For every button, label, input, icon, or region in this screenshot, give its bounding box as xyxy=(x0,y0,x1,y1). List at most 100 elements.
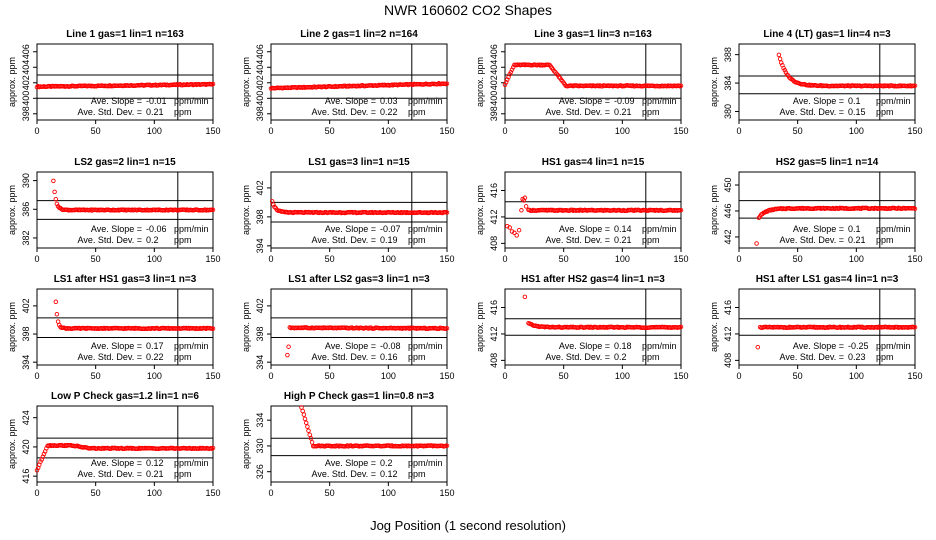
data-point xyxy=(444,443,450,448)
y-tick-label: 398 xyxy=(489,106,499,121)
data-point xyxy=(782,67,788,73)
y-axis-label: approx. ppm xyxy=(241,302,251,352)
slope-unit: ppm/min xyxy=(408,341,443,351)
x-tick-label: 150 xyxy=(673,126,688,136)
slope-unit: ppm/min xyxy=(876,96,911,106)
std-dev-value: 0.22 xyxy=(146,352,164,362)
y-tick-label: 386 xyxy=(21,202,31,217)
slope-unit: ppm/min xyxy=(642,96,677,106)
y-tick-label: 394 xyxy=(255,355,265,370)
y-tick-label: 420 xyxy=(21,439,31,454)
data-point xyxy=(54,201,60,207)
data-point xyxy=(444,210,450,215)
data-point xyxy=(502,82,508,88)
x-tick-label: 150 xyxy=(205,488,220,498)
y-tick-label: 330 xyxy=(255,438,265,453)
data-point xyxy=(521,198,527,203)
panel-title: High P Check gas=1 lin=0.8 n=3 xyxy=(284,391,435,402)
data-point xyxy=(556,74,562,80)
x-tick-label: 150 xyxy=(439,254,454,264)
y-tick-label: 402 xyxy=(489,75,499,90)
x-tick-label: 0 xyxy=(502,371,507,381)
x-tick-label: 0 xyxy=(502,254,507,264)
x-tick-label: 100 xyxy=(381,488,396,498)
x-tick-label: 100 xyxy=(849,371,864,381)
x-tick-label: 0 xyxy=(268,371,273,381)
x-tick-label: 0 xyxy=(268,254,273,264)
slope-label: Ave. Slope = xyxy=(91,96,142,106)
x-tick-label: 0 xyxy=(34,371,39,381)
x-tick-label: 50 xyxy=(325,254,335,264)
plot-frame xyxy=(738,288,916,366)
x-tick-label: 100 xyxy=(381,254,396,264)
plot-frame xyxy=(504,43,682,121)
y-axis-label: approx. ppm xyxy=(475,185,485,235)
slope-label: Ave. Slope = xyxy=(325,96,376,106)
std-dev-value: 0.21 xyxy=(614,107,632,117)
y-axis-label: approx. ppm xyxy=(241,419,251,469)
data-point xyxy=(507,225,512,230)
std-dev-unit: ppm xyxy=(174,107,192,117)
plot-frame xyxy=(738,43,916,121)
slope-value: 0.14 xyxy=(614,224,632,234)
data-point xyxy=(444,326,450,331)
slope-value: -0.09 xyxy=(614,96,635,106)
y-axis-label: approx. ppm xyxy=(475,302,485,352)
panel-title: Line 2 gas=1 lin=2 n=164 xyxy=(300,29,418,40)
data-point xyxy=(678,324,684,330)
std-dev-value: 0.23 xyxy=(848,352,866,362)
slope-label: Ave. Slope = xyxy=(91,224,142,234)
data-point xyxy=(302,416,308,422)
std-dev-unit: ppm xyxy=(642,107,660,117)
slope-value: -0.01 xyxy=(146,96,167,106)
std-dev-label: Ave. Std. Dev. = xyxy=(78,469,142,479)
data-point xyxy=(519,208,524,213)
data-point xyxy=(301,412,307,417)
y-tick-label: 416 xyxy=(489,300,499,315)
data-point xyxy=(44,446,49,451)
slope-unit: ppm/min xyxy=(408,96,443,106)
data-point xyxy=(54,311,60,317)
data-point xyxy=(777,56,783,62)
data-point xyxy=(34,468,40,473)
std-dev-label: Ave. Std. Dev. = xyxy=(312,469,376,479)
std-dev-label: Ave. Std. Dev. = xyxy=(78,235,142,245)
x-tick-label: 100 xyxy=(147,488,162,498)
std-dev-unit: ppm xyxy=(642,235,660,245)
std-dev-label: Ave. Std. Dev. = xyxy=(546,107,610,117)
data-point xyxy=(516,227,522,233)
data-point xyxy=(522,195,528,201)
panel-12: HS1 after LS1 gas=4 lin=1 n=3 408 412 416 ap… xyxy=(709,274,923,381)
slope-label: Ave. Slope = xyxy=(793,341,844,351)
data-point xyxy=(210,326,216,331)
x-tick-label: 50 xyxy=(91,488,101,498)
x-tick-label: 50 xyxy=(559,254,569,264)
y-tick-label: 394 xyxy=(255,238,265,253)
panel-title: Line 1 gas=1 lin=1 n=163 xyxy=(66,29,184,40)
x-tick-label: 100 xyxy=(849,126,864,136)
std-dev-unit: ppm xyxy=(408,352,426,362)
std-dev-value: 0.12 xyxy=(380,469,398,479)
slope-label: Ave. Slope = xyxy=(559,341,610,351)
x-tick-label: 100 xyxy=(615,126,630,136)
data-point xyxy=(912,206,918,212)
y-tick-label: 402 xyxy=(255,180,265,195)
y-tick-label: 406 xyxy=(21,44,31,59)
data-point xyxy=(554,71,559,77)
data-point xyxy=(754,241,759,246)
page-title: NWR 160602 CO2 Shapes xyxy=(383,2,553,18)
x-tick-label: 100 xyxy=(147,126,162,136)
data-point xyxy=(510,65,516,70)
std-dev-unit: ppm xyxy=(408,469,426,479)
std-dev-value: 0.2 xyxy=(146,235,159,245)
x-tick-label: 150 xyxy=(439,126,454,136)
std-dev-unit: ppm xyxy=(174,469,192,479)
data-point xyxy=(300,408,305,414)
y-tick-label: 446 xyxy=(723,203,733,218)
y-axis-label: approx. ppm xyxy=(241,57,251,107)
std-dev-value: 0.15 xyxy=(848,107,866,117)
x-tick-label: 50 xyxy=(91,126,101,136)
x-tick-label: 0 xyxy=(736,126,741,136)
y-tick-label: 412 xyxy=(723,326,733,341)
